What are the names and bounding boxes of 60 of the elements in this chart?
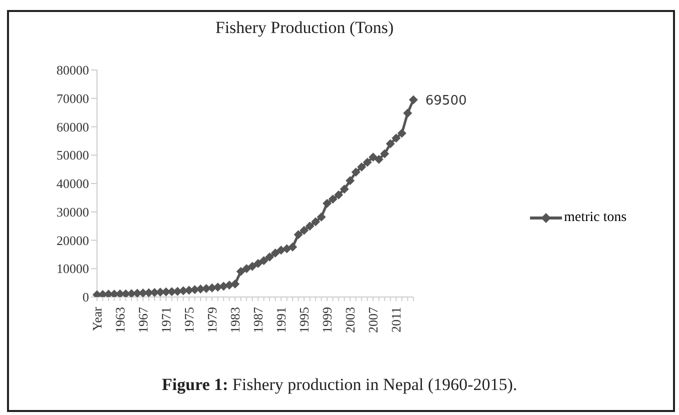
point [224,280,234,290]
point [259,256,268,266]
point [282,244,292,254]
point [328,194,338,204]
point [408,95,418,104]
point [380,149,390,158]
point [300,226,309,235]
point [386,139,395,148]
point [392,134,401,143]
y-tick-label: 30000 [56,204,89,220]
point [334,190,344,200]
x-tick-label: Year [90,306,105,331]
point [340,184,349,194]
caption: Figure 1: Fishery production in Nepal (1960-2015). [160,375,518,395]
point [254,259,263,268]
point [322,198,332,208]
x-tick-label: 1983 [228,307,243,333]
x-tick-label: 1967 [136,306,151,333]
x-tick-label: 1963 [112,307,128,333]
y-tick-label: 40000 [56,176,89,192]
point [368,152,378,162]
x-tick-label: 1995 [296,307,312,333]
x-tick-label: 1987 [250,306,266,333]
point [351,168,360,177]
point [305,222,314,231]
y-tick-label: 70000 [56,90,89,106]
legend-label: metric tons [564,210,627,226]
point [270,248,280,258]
chart-title: Fishery Production (Tons) [214,18,395,38]
point [397,128,406,138]
x-tick-label: 2007 [366,306,381,333]
point [374,154,384,164]
point [276,246,286,255]
point [403,108,412,118]
x-tick-label: 1975 [182,307,197,333]
point [288,242,298,252]
y-tick-label: 60000 [56,119,89,134]
y-tick-label: 0 [82,290,89,305]
data-label: 69500 [425,93,467,108]
point [311,217,320,226]
x-tick-label: 1979 [204,307,220,333]
y-tick-label: 10000 [56,261,89,276]
point [236,266,246,276]
point [294,230,303,240]
point [265,252,274,262]
point [362,158,372,167]
point [346,176,355,186]
y-tick-label: 80000 [56,62,89,78]
y-tick-label: 20000 [56,232,89,248]
point [248,262,257,271]
point [357,162,366,172]
y-tick-label: 50000 [56,148,89,163]
x-tick-label: 2003 [342,307,358,333]
point [230,279,240,288]
point [316,212,326,222]
x-tick-label: 1991 [274,307,289,333]
x-tick-label: 1999 [320,307,335,333]
point [242,264,252,274]
x-tick-label: 1971 [158,307,174,333]
x-tick-label: 2011 [388,307,404,333]
